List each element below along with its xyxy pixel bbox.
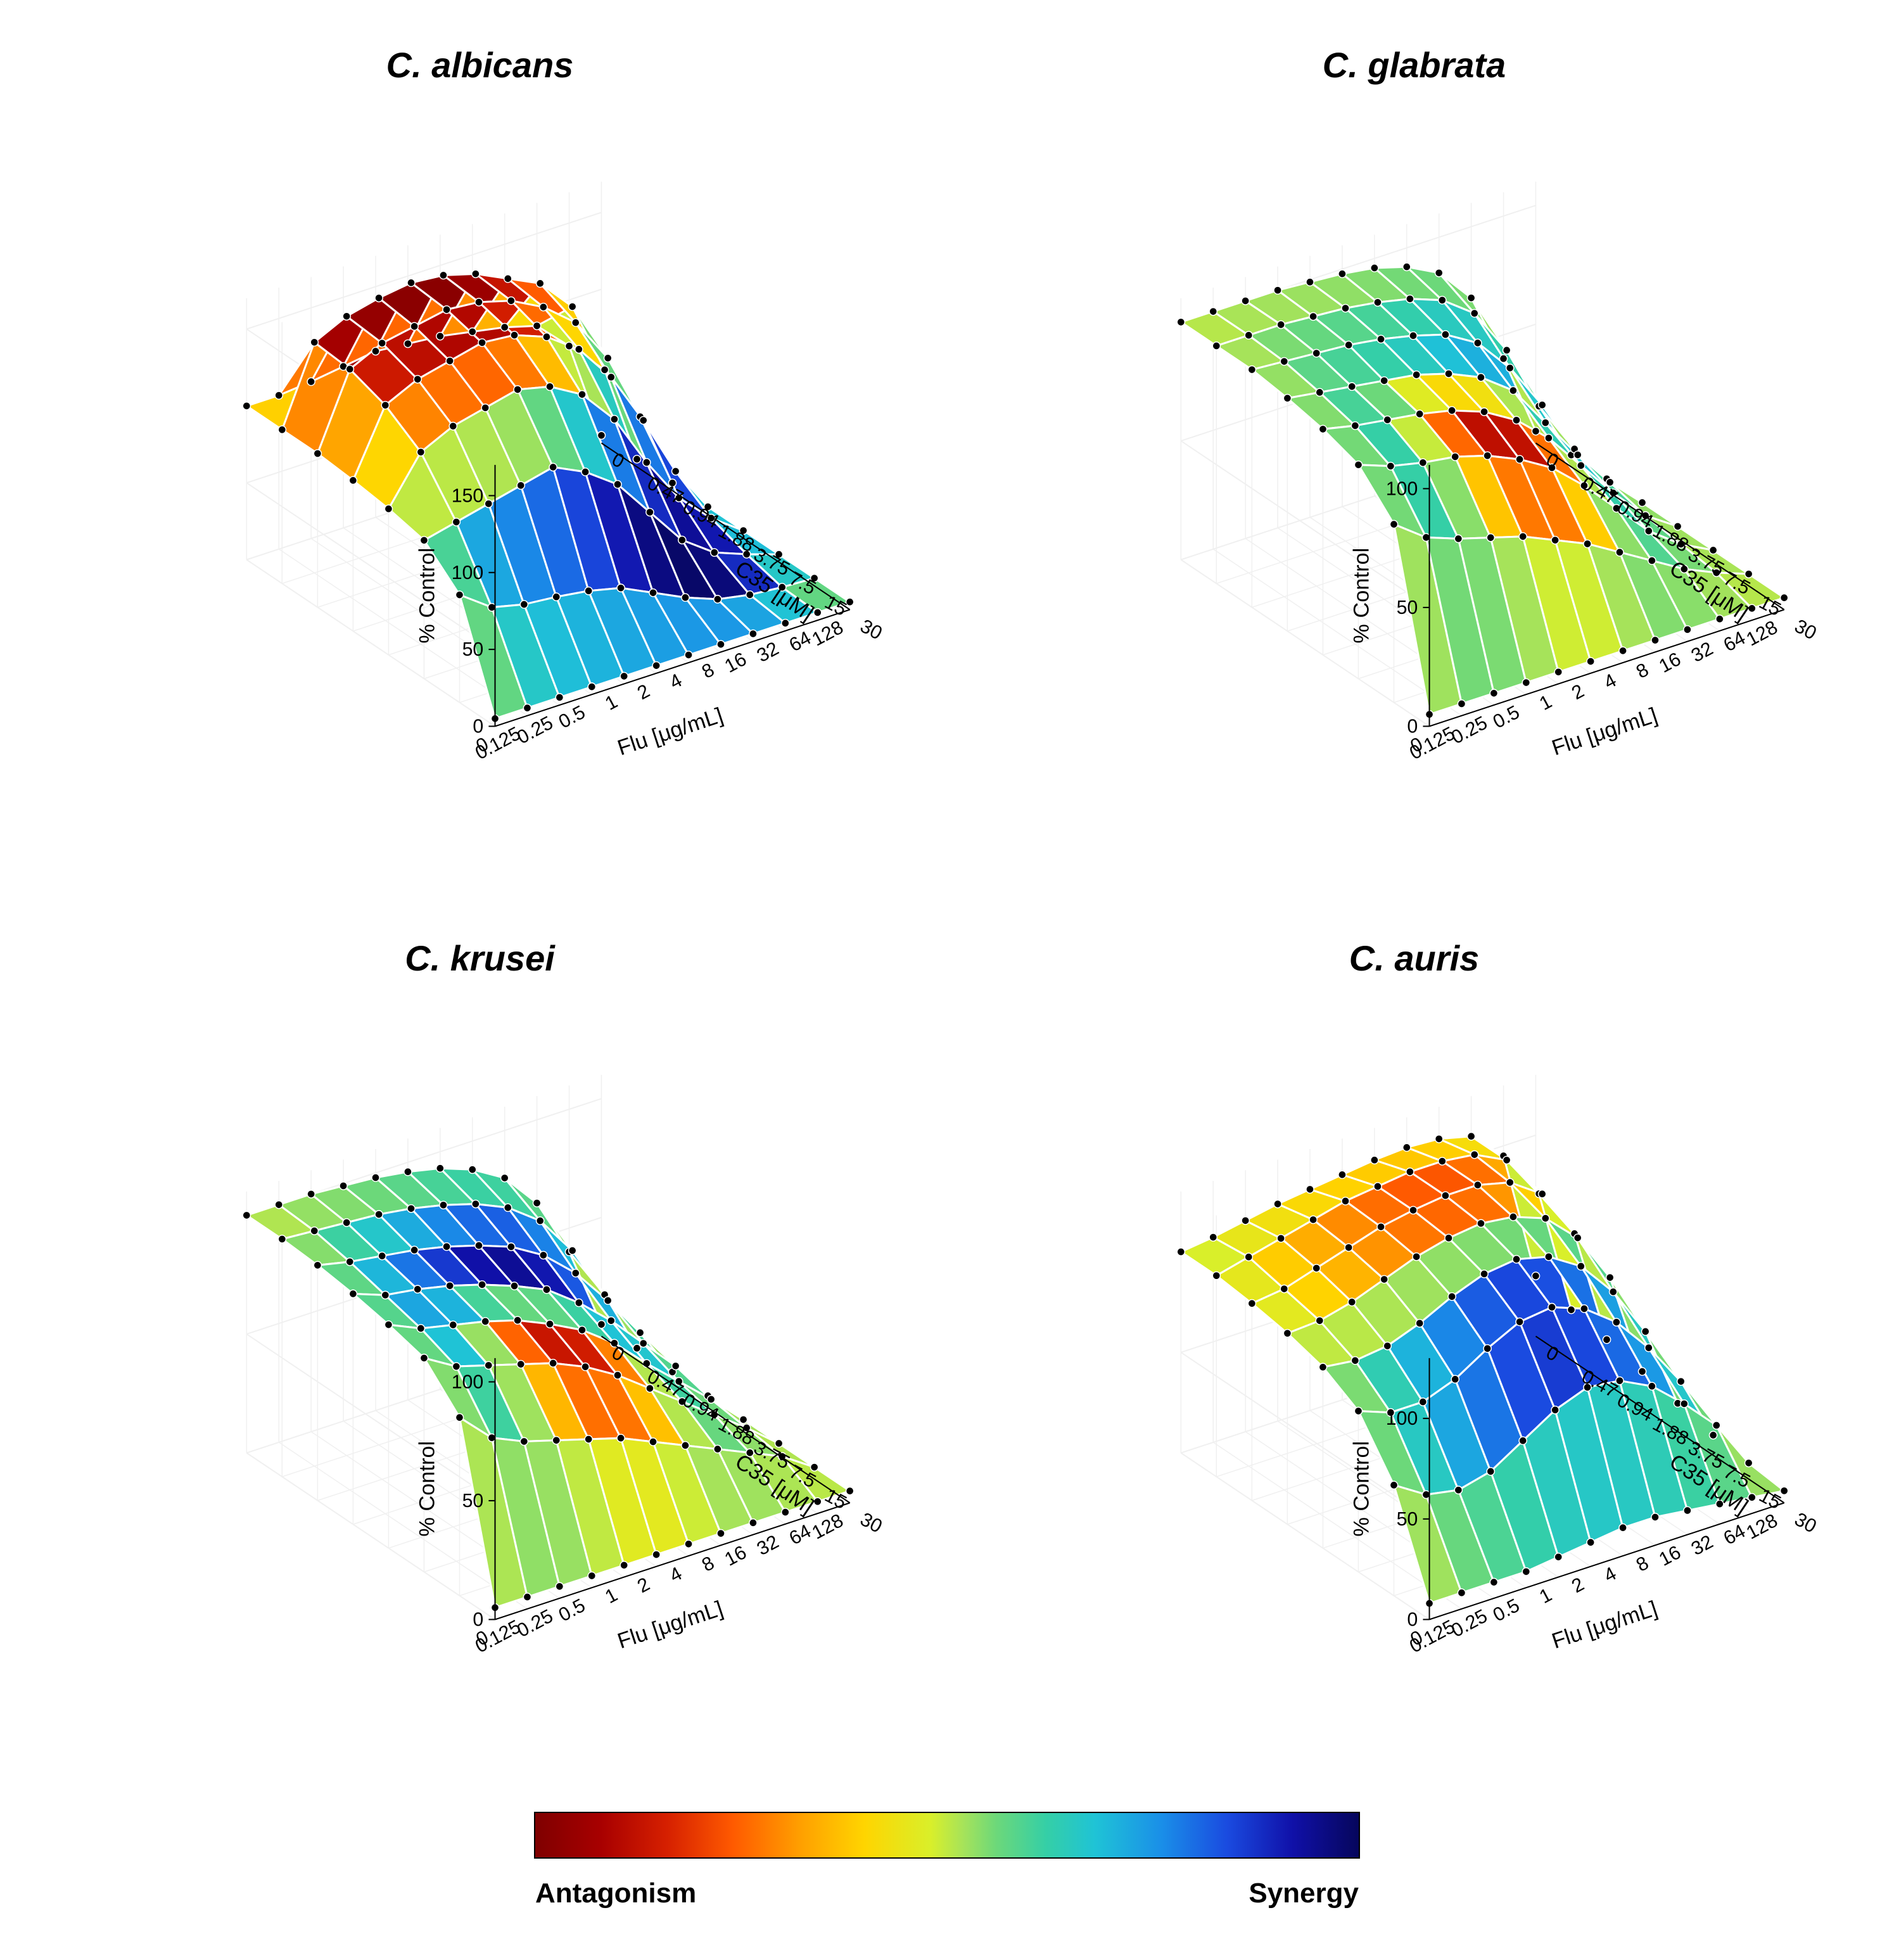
svg-text:0.5: 0.5	[556, 1595, 589, 1626]
colorbar-labels: Antagonism Synergy	[535, 1878, 1359, 1909]
svg-text:0.5: 0.5	[1490, 702, 1523, 733]
figure-page: C. albicans 05010015000.1250.250.5124816…	[0, 0, 1894, 1960]
svg-text:32: 32	[754, 638, 782, 666]
svg-text:30: 30	[857, 616, 886, 644]
surface-plot: 05010000.1250.250.5124816326412800.470.9…	[998, 120, 1831, 830]
panel-auris: C. auris 05010000.1250.250.5124816326412…	[960, 919, 1869, 1761]
panel-albicans: C. albicans 05010015000.1250.250.5124816…	[25, 25, 934, 868]
svg-text:Flu [μg/mL]: Flu [μg/mL]	[1549, 703, 1660, 760]
svg-text:100: 100	[1386, 1408, 1418, 1429]
svg-text:4: 4	[1601, 1563, 1620, 1586]
svg-text:4: 4	[666, 1563, 685, 1586]
svg-text:100: 100	[452, 563, 484, 583]
panel-title: C. krusei	[25, 938, 934, 979]
svg-text:Flu [μg/mL]: Flu [μg/mL]	[614, 703, 726, 760]
svg-text:0.5: 0.5	[556, 702, 589, 733]
svg-text:30: 30	[1791, 616, 1820, 644]
svg-text:100: 100	[1386, 478, 1418, 499]
svg-text:% Control: % Control	[415, 548, 439, 644]
surface-plot: 05010015000.1250.250.5124816326412800.47…	[63, 120, 896, 830]
panel-title: C. auris	[960, 938, 1869, 979]
svg-text:2: 2	[1568, 680, 1587, 704]
svg-text:50: 50	[462, 639, 484, 660]
colorbar	[534, 1812, 1360, 1859]
surface-plot: 05010000.1250.250.5124816326412800.470.9…	[63, 1014, 896, 1723]
svg-text:16: 16	[721, 1542, 750, 1570]
svg-text:16: 16	[721, 649, 750, 677]
svg-text:50: 50	[462, 1491, 484, 1511]
surface-plot: 05010000.1250.250.5124816326412800.470.9…	[998, 1014, 1831, 1723]
svg-text:16: 16	[1656, 649, 1684, 677]
svg-text:30: 30	[1791, 1509, 1820, 1537]
svg-text:8: 8	[1633, 659, 1652, 683]
svg-text:8: 8	[699, 659, 718, 683]
svg-text:16: 16	[1656, 1542, 1684, 1570]
svg-text:32: 32	[754, 1531, 782, 1560]
svg-text:1: 1	[602, 691, 621, 715]
svg-text:4: 4	[666, 670, 685, 693]
svg-text:Flu [μg/mL]: Flu [μg/mL]	[614, 1596, 726, 1653]
svg-text:4: 4	[1601, 670, 1620, 693]
svg-text:1: 1	[602, 1584, 621, 1608]
svg-text:8: 8	[699, 1553, 718, 1576]
svg-text:32: 32	[1688, 1531, 1717, 1560]
svg-text:% Control: % Control	[415, 1441, 439, 1537]
svg-text:2: 2	[634, 1574, 653, 1597]
panel-title: C. glabrata	[960, 44, 1869, 86]
svg-text:Flu [μg/mL]: Flu [μg/mL]	[1549, 1596, 1660, 1653]
svg-text:% Control: % Control	[1349, 548, 1373, 644]
legend-left-label: Antagonism	[535, 1878, 696, 1909]
panel-grid: C. albicans 05010015000.1250.250.5124816…	[0, 0, 1894, 1960]
svg-text:50: 50	[1397, 597, 1418, 618]
svg-text:0.5: 0.5	[1490, 1595, 1523, 1626]
svg-text:1: 1	[1536, 1584, 1555, 1608]
panel-glabrata: C. glabrata 05010000.1250.250.5124816326…	[960, 25, 1869, 868]
svg-text:1: 1	[1536, 691, 1555, 715]
svg-text:% Control: % Control	[1349, 1441, 1373, 1537]
svg-text:2: 2	[634, 680, 653, 704]
svg-text:100: 100	[452, 1371, 484, 1392]
colorbar-legend: Antagonism Synergy	[25, 1812, 1869, 1935]
svg-text:50: 50	[1397, 1509, 1418, 1530]
panel-title: C. albicans	[25, 44, 934, 86]
svg-text:150: 150	[452, 486, 484, 507]
panel-krusei: C. krusei 05010000.1250.250.512481632641…	[25, 919, 934, 1761]
svg-text:2: 2	[1568, 1574, 1587, 1597]
svg-text:30: 30	[857, 1509, 886, 1537]
svg-text:8: 8	[1633, 1553, 1652, 1576]
legend-right-label: Synergy	[1249, 1878, 1359, 1909]
svg-text:32: 32	[1688, 638, 1717, 666]
